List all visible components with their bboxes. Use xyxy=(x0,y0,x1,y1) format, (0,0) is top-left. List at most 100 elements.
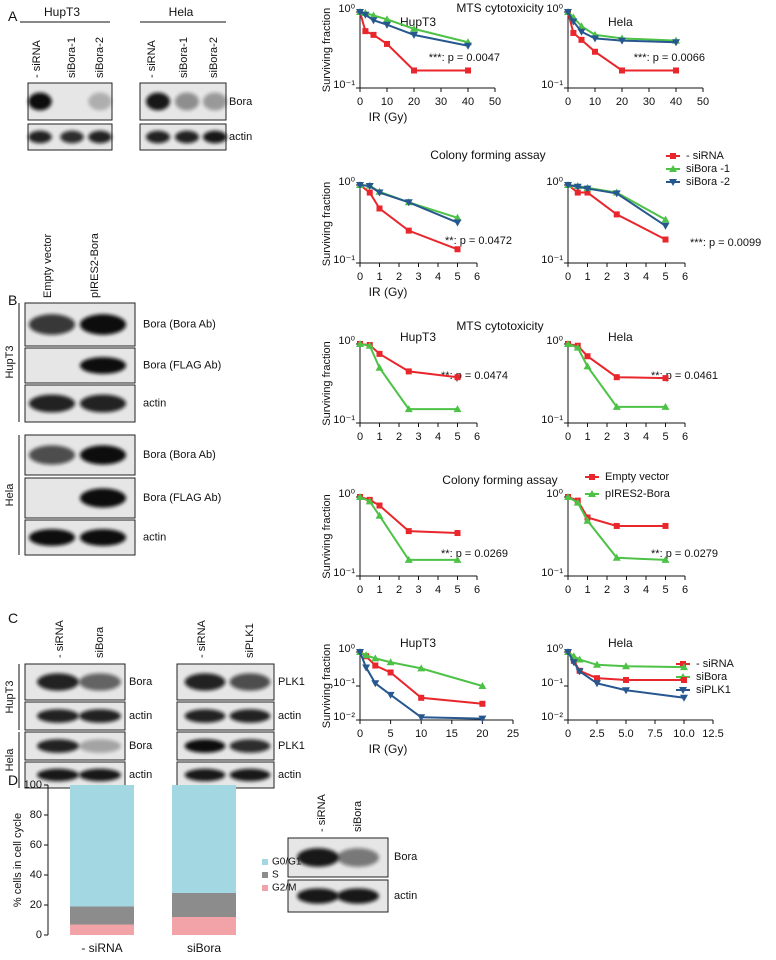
row-label: actin xyxy=(129,710,152,722)
blot-band xyxy=(184,673,226,691)
marker xyxy=(573,183,582,191)
marker xyxy=(578,36,585,43)
x-axis-label: IR (Gy) xyxy=(369,742,408,756)
marker xyxy=(613,374,620,381)
x-tick-label: 0 xyxy=(357,584,363,596)
blot-band xyxy=(229,709,271,723)
marker xyxy=(366,189,373,196)
row-label: actin xyxy=(143,532,166,544)
x-tick-label: 0 xyxy=(565,96,571,108)
blot-band xyxy=(79,394,127,413)
y-tick-label: 10⁻¹ xyxy=(541,567,563,579)
series-line xyxy=(359,496,458,535)
x-tick-label: 0 xyxy=(357,271,363,283)
legend-label: - siRNA xyxy=(696,658,735,670)
blot-band xyxy=(184,768,226,782)
row-label: Bora xyxy=(129,740,153,752)
blot-band xyxy=(229,673,271,691)
x-tick-label: 5 xyxy=(662,584,668,596)
y-axis-label: % cells in cell cycle xyxy=(12,813,24,907)
bar-segment xyxy=(172,785,236,893)
lane-label: pIRES2-Bora xyxy=(89,232,101,298)
lane-label: siBora xyxy=(94,626,106,658)
marker xyxy=(384,40,390,47)
series-line xyxy=(359,651,483,720)
marker xyxy=(410,24,418,32)
row-label: actin xyxy=(278,769,301,781)
x-axis-label: IR (Gy) xyxy=(369,285,408,299)
blot-band xyxy=(79,529,127,546)
marker xyxy=(680,663,688,671)
marker xyxy=(478,715,487,723)
blot-band xyxy=(37,673,79,691)
row-label: Bora xyxy=(129,676,153,688)
legend-marker xyxy=(589,474,595,480)
chart-header: MTS cytotoxicity xyxy=(456,1,543,15)
y-axis-label: Surviving fraction xyxy=(321,8,333,92)
marker xyxy=(411,67,417,74)
lane-label: Empty vector xyxy=(42,233,54,298)
x-tick-label: 2 xyxy=(604,431,610,443)
blot-band xyxy=(297,848,339,867)
x-tick-label: - siRNA xyxy=(81,941,122,955)
legend-label: siBora -2 xyxy=(686,176,730,188)
y-tick-label: 10⁻² xyxy=(333,711,355,723)
y-tick-label: 10⁰ xyxy=(546,335,563,347)
marker xyxy=(662,236,669,243)
marker xyxy=(573,343,582,351)
chart-title: HupT3 xyxy=(400,15,436,29)
row-label: Bora (FLAG Ab) xyxy=(143,492,221,504)
chart-title: HupT3 xyxy=(400,636,436,650)
marker xyxy=(681,677,687,684)
x-tick-label: 0 xyxy=(565,431,571,443)
x-tick-label: 20 xyxy=(476,728,488,740)
group-label: Hela xyxy=(4,483,16,507)
blot-band xyxy=(174,130,200,144)
x-tick-label: 6 xyxy=(682,271,688,283)
blot-band xyxy=(37,709,79,723)
x-tick-label: 4 xyxy=(643,431,649,443)
bar-segment xyxy=(70,924,134,935)
series-line xyxy=(567,11,676,72)
x-tick-label: 50 xyxy=(697,96,709,108)
marker xyxy=(577,22,586,30)
blot-band xyxy=(28,394,76,413)
x-tick-label: 3 xyxy=(415,584,421,596)
marker xyxy=(375,363,384,371)
x-tick-label: 40 xyxy=(670,96,682,108)
blot-band xyxy=(28,314,76,335)
marker xyxy=(383,21,391,29)
marker xyxy=(404,555,413,563)
marker xyxy=(417,714,426,722)
marker xyxy=(570,29,577,36)
group-label: Hela xyxy=(4,748,16,772)
marker xyxy=(618,37,626,45)
marker xyxy=(418,694,425,701)
marker xyxy=(577,28,586,36)
x-tick-label: 12.5 xyxy=(702,728,723,740)
marker xyxy=(613,211,620,218)
row-label: Bora xyxy=(394,851,418,863)
marker xyxy=(362,28,369,35)
y-tick-label: 10⁰ xyxy=(338,335,355,347)
x-tick-label: 1 xyxy=(584,431,590,443)
panel-letter: D xyxy=(8,772,18,788)
annotation: **: p = 0.0461 xyxy=(651,370,718,382)
marker xyxy=(386,691,395,699)
marker xyxy=(371,654,380,662)
y-tick-label: 10⁻¹ xyxy=(333,414,355,426)
x-tick-label: 1 xyxy=(584,584,590,596)
y-tick-label: 40 xyxy=(30,869,42,881)
row-label: actin xyxy=(229,131,252,143)
marker xyxy=(594,675,600,682)
marker xyxy=(661,215,670,223)
panel-letter: C xyxy=(8,610,18,626)
x-tick-label: 10 xyxy=(589,96,601,108)
y-tick-label: 10⁰ xyxy=(338,3,355,15)
marker xyxy=(479,700,486,707)
marker xyxy=(574,189,581,196)
bar-segment xyxy=(172,917,236,935)
chart-title: HupT3 xyxy=(400,330,436,344)
bar-segment xyxy=(70,906,134,925)
